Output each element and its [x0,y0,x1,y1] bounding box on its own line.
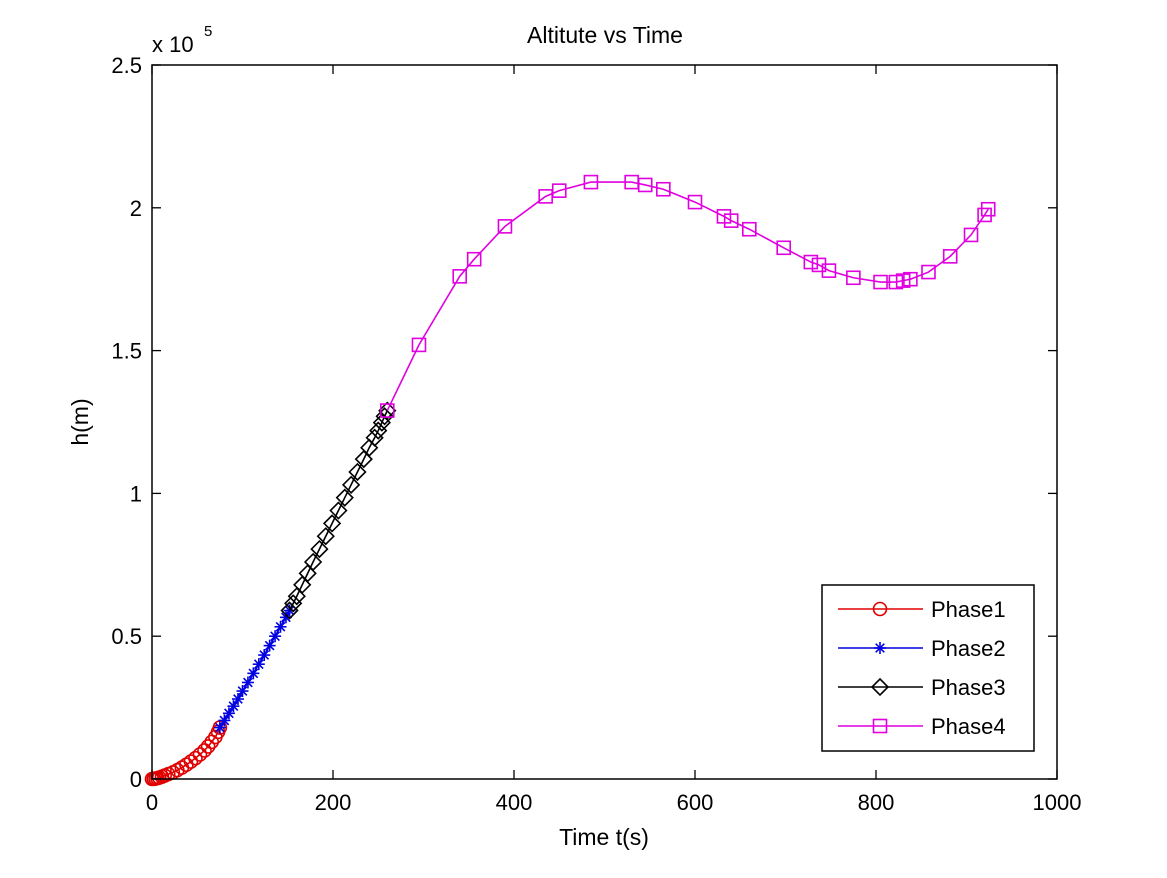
data-point [466,251,482,267]
data-point [379,403,395,418]
x-tick-label: 1000 [1033,790,1082,815]
data-point [258,649,271,662]
legend-label: Phase3 [931,675,1006,700]
y-exponent-base: x 10 [152,32,194,57]
legend-marker [870,677,890,697]
data-point [231,693,244,706]
data-point [183,754,199,769]
legend-marker [872,601,888,617]
data-point [375,407,394,426]
legend-item-phase4: Phase4 [838,714,1006,739]
y-tick-label: 1 [130,481,142,506]
data-point [687,194,703,210]
data-point [335,488,354,507]
data-point [274,620,287,633]
data-point [723,213,739,228]
data-point [903,271,918,287]
data-point [551,183,567,198]
y-tick-label: 0 [130,767,142,792]
data-point [348,462,367,482]
data-point [213,721,226,734]
data-point [963,227,979,243]
y-tick-label: 0.5 [111,624,142,649]
data-point [341,475,361,494]
data-point [873,274,888,290]
chart-title: Altitute vs Time [527,22,683,48]
data-point [188,750,203,766]
data-point [227,700,240,713]
data-point [980,201,996,217]
data-point [192,747,208,762]
data-point [197,743,212,758]
legend: Phase1 Phase2 Phase3 Phase4 [821,584,1035,752]
data-point [329,501,348,520]
data-point [365,428,384,447]
x-tick-label: 400 [496,790,533,815]
data-point [236,685,249,698]
data-point [222,707,235,720]
legend-marker [874,642,886,654]
data-point [942,249,958,264]
series-phase2 [213,604,296,734]
data-point [241,676,254,689]
data-point [316,527,335,546]
data-point [741,221,757,237]
data-point [263,639,276,652]
data-point [776,240,791,256]
data-point [310,539,329,559]
legend-item-phase3: Phase3 [838,675,1006,700]
axes-frame [151,64,1058,780]
x-tick-label: 200 [315,790,352,815]
y-tick-label: 2 [130,196,142,221]
data-point [269,630,282,643]
data-point [921,264,936,280]
data-point [284,594,303,613]
data-point [452,269,468,284]
series-phase3 [280,401,397,620]
data-point [821,263,837,278]
data-point [497,219,513,234]
data-point [252,658,265,671]
x-tick-label: 0 [146,790,158,815]
y-axis-label: h(m) [67,398,93,445]
data-point [218,714,231,727]
legend-label: Phase1 [931,597,1006,622]
data-point [803,254,819,270]
legend-label: Phase2 [931,636,1006,661]
legend-box [821,584,1035,752]
legend-item-phase1: Phase1 [838,597,1006,622]
data-point [583,174,599,190]
x-tick-label: 600 [677,790,714,815]
y-tick-label: 1.5 [111,339,142,364]
y-tick-label: 2.5 [111,53,142,78]
legend-label: Phase4 [931,714,1006,739]
data-point [280,601,299,620]
data-point [411,337,427,353]
axes-layer: 0 200 400 600 800 1000 0 0.5 1 1.5 2 2.5 [111,53,1081,815]
data-point [656,181,671,197]
legend-item-phase2: Phase2 [838,636,1006,661]
series-phase4 [379,174,996,418]
y-exponent-power: 5 [204,23,212,40]
x-tick-label: 800 [858,790,895,815]
legend-marker [872,718,888,734]
data-point [378,401,397,420]
data-point [372,413,392,432]
data-point [200,739,216,754]
data-point [846,270,861,286]
data-point [303,552,323,572]
data-point [322,514,342,533]
data-point [247,667,260,680]
x-axis-label: Time t(s) [559,824,649,850]
data-point [637,177,653,193]
